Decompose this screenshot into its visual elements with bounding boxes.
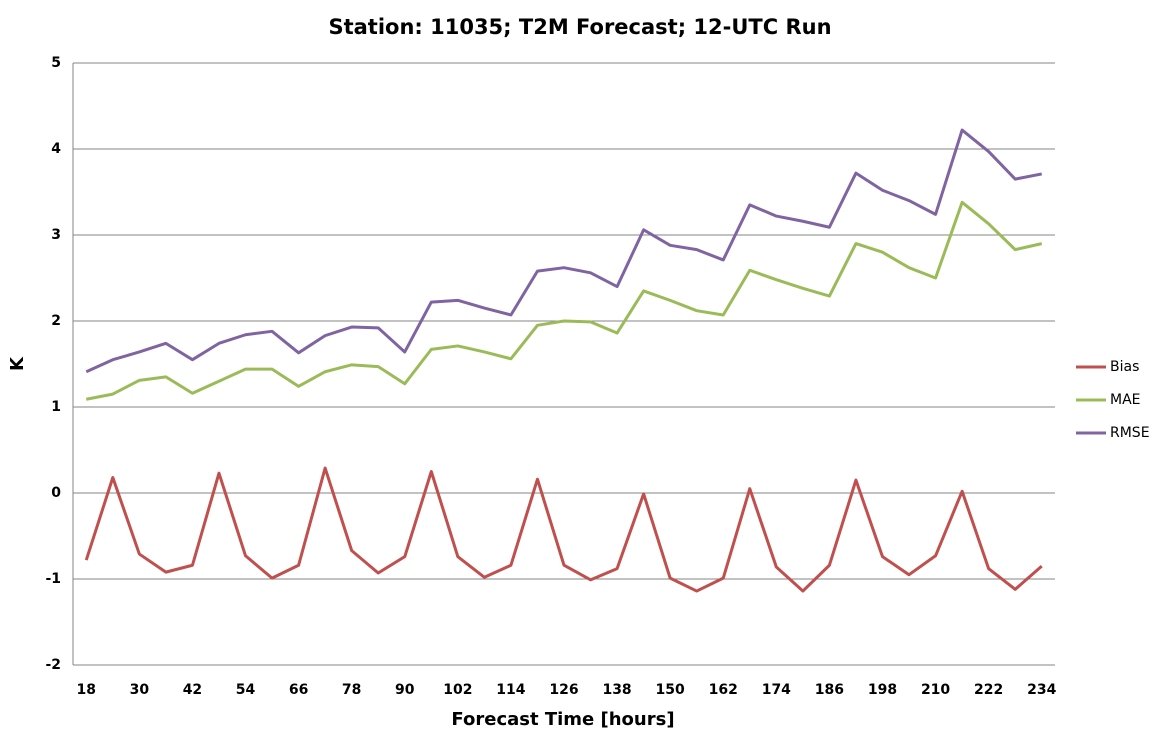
y-tick-label: 5	[51, 55, 61, 71]
y-tick-label: -1	[45, 571, 61, 587]
x-tick-label: 90	[395, 682, 415, 698]
x-tick-label: 150	[656, 682, 685, 698]
y-tick-label: 3	[51, 227, 61, 243]
x-tick-label: 234	[1027, 682, 1056, 698]
y-axis-label: K	[7, 356, 28, 371]
y-tick-label: 4	[51, 141, 61, 157]
x-tick-label: 222	[974, 682, 1003, 698]
legend-label: RMSE	[1110, 425, 1150, 441]
x-tick-label: 162	[709, 682, 738, 698]
series-line	[85, 128, 1043, 374]
x-tick-label: 78	[342, 682, 361, 698]
x-tick-label: 138	[602, 682, 631, 698]
y-tick-label: -2	[45, 657, 61, 673]
series-line	[84, 466, 1043, 593]
x-tick-label: 186	[815, 682, 844, 698]
x-tick-label: 210	[921, 682, 950, 698]
x-tick-label: 30	[130, 682, 150, 698]
y-tick-label: 2	[51, 313, 61, 329]
x-tick-label: 174	[762, 682, 791, 698]
legend-label: Bias	[1110, 359, 1139, 375]
x-tick-label: 42	[183, 682, 202, 698]
x-axis-label: Forecast Time [hours]	[451, 709, 674, 730]
x-tick-label: 66	[289, 682, 308, 698]
x-tick-label: 102	[443, 682, 472, 698]
x-tick-label: 126	[549, 682, 578, 698]
x-tick-label: 198	[868, 682, 897, 698]
chart-title: Station: 11035; T2M Forecast; 12-UTC Run	[328, 15, 831, 39]
x-tick-label: 54	[236, 682, 256, 698]
legend-label: MAE	[1110, 392, 1141, 408]
y-tick-label: 0	[51, 485, 61, 501]
y-tick-label: 1	[51, 399, 61, 415]
x-tick-label: 18	[77, 682, 96, 698]
x-tick-label: 114	[496, 682, 525, 698]
series-line	[85, 200, 1043, 401]
